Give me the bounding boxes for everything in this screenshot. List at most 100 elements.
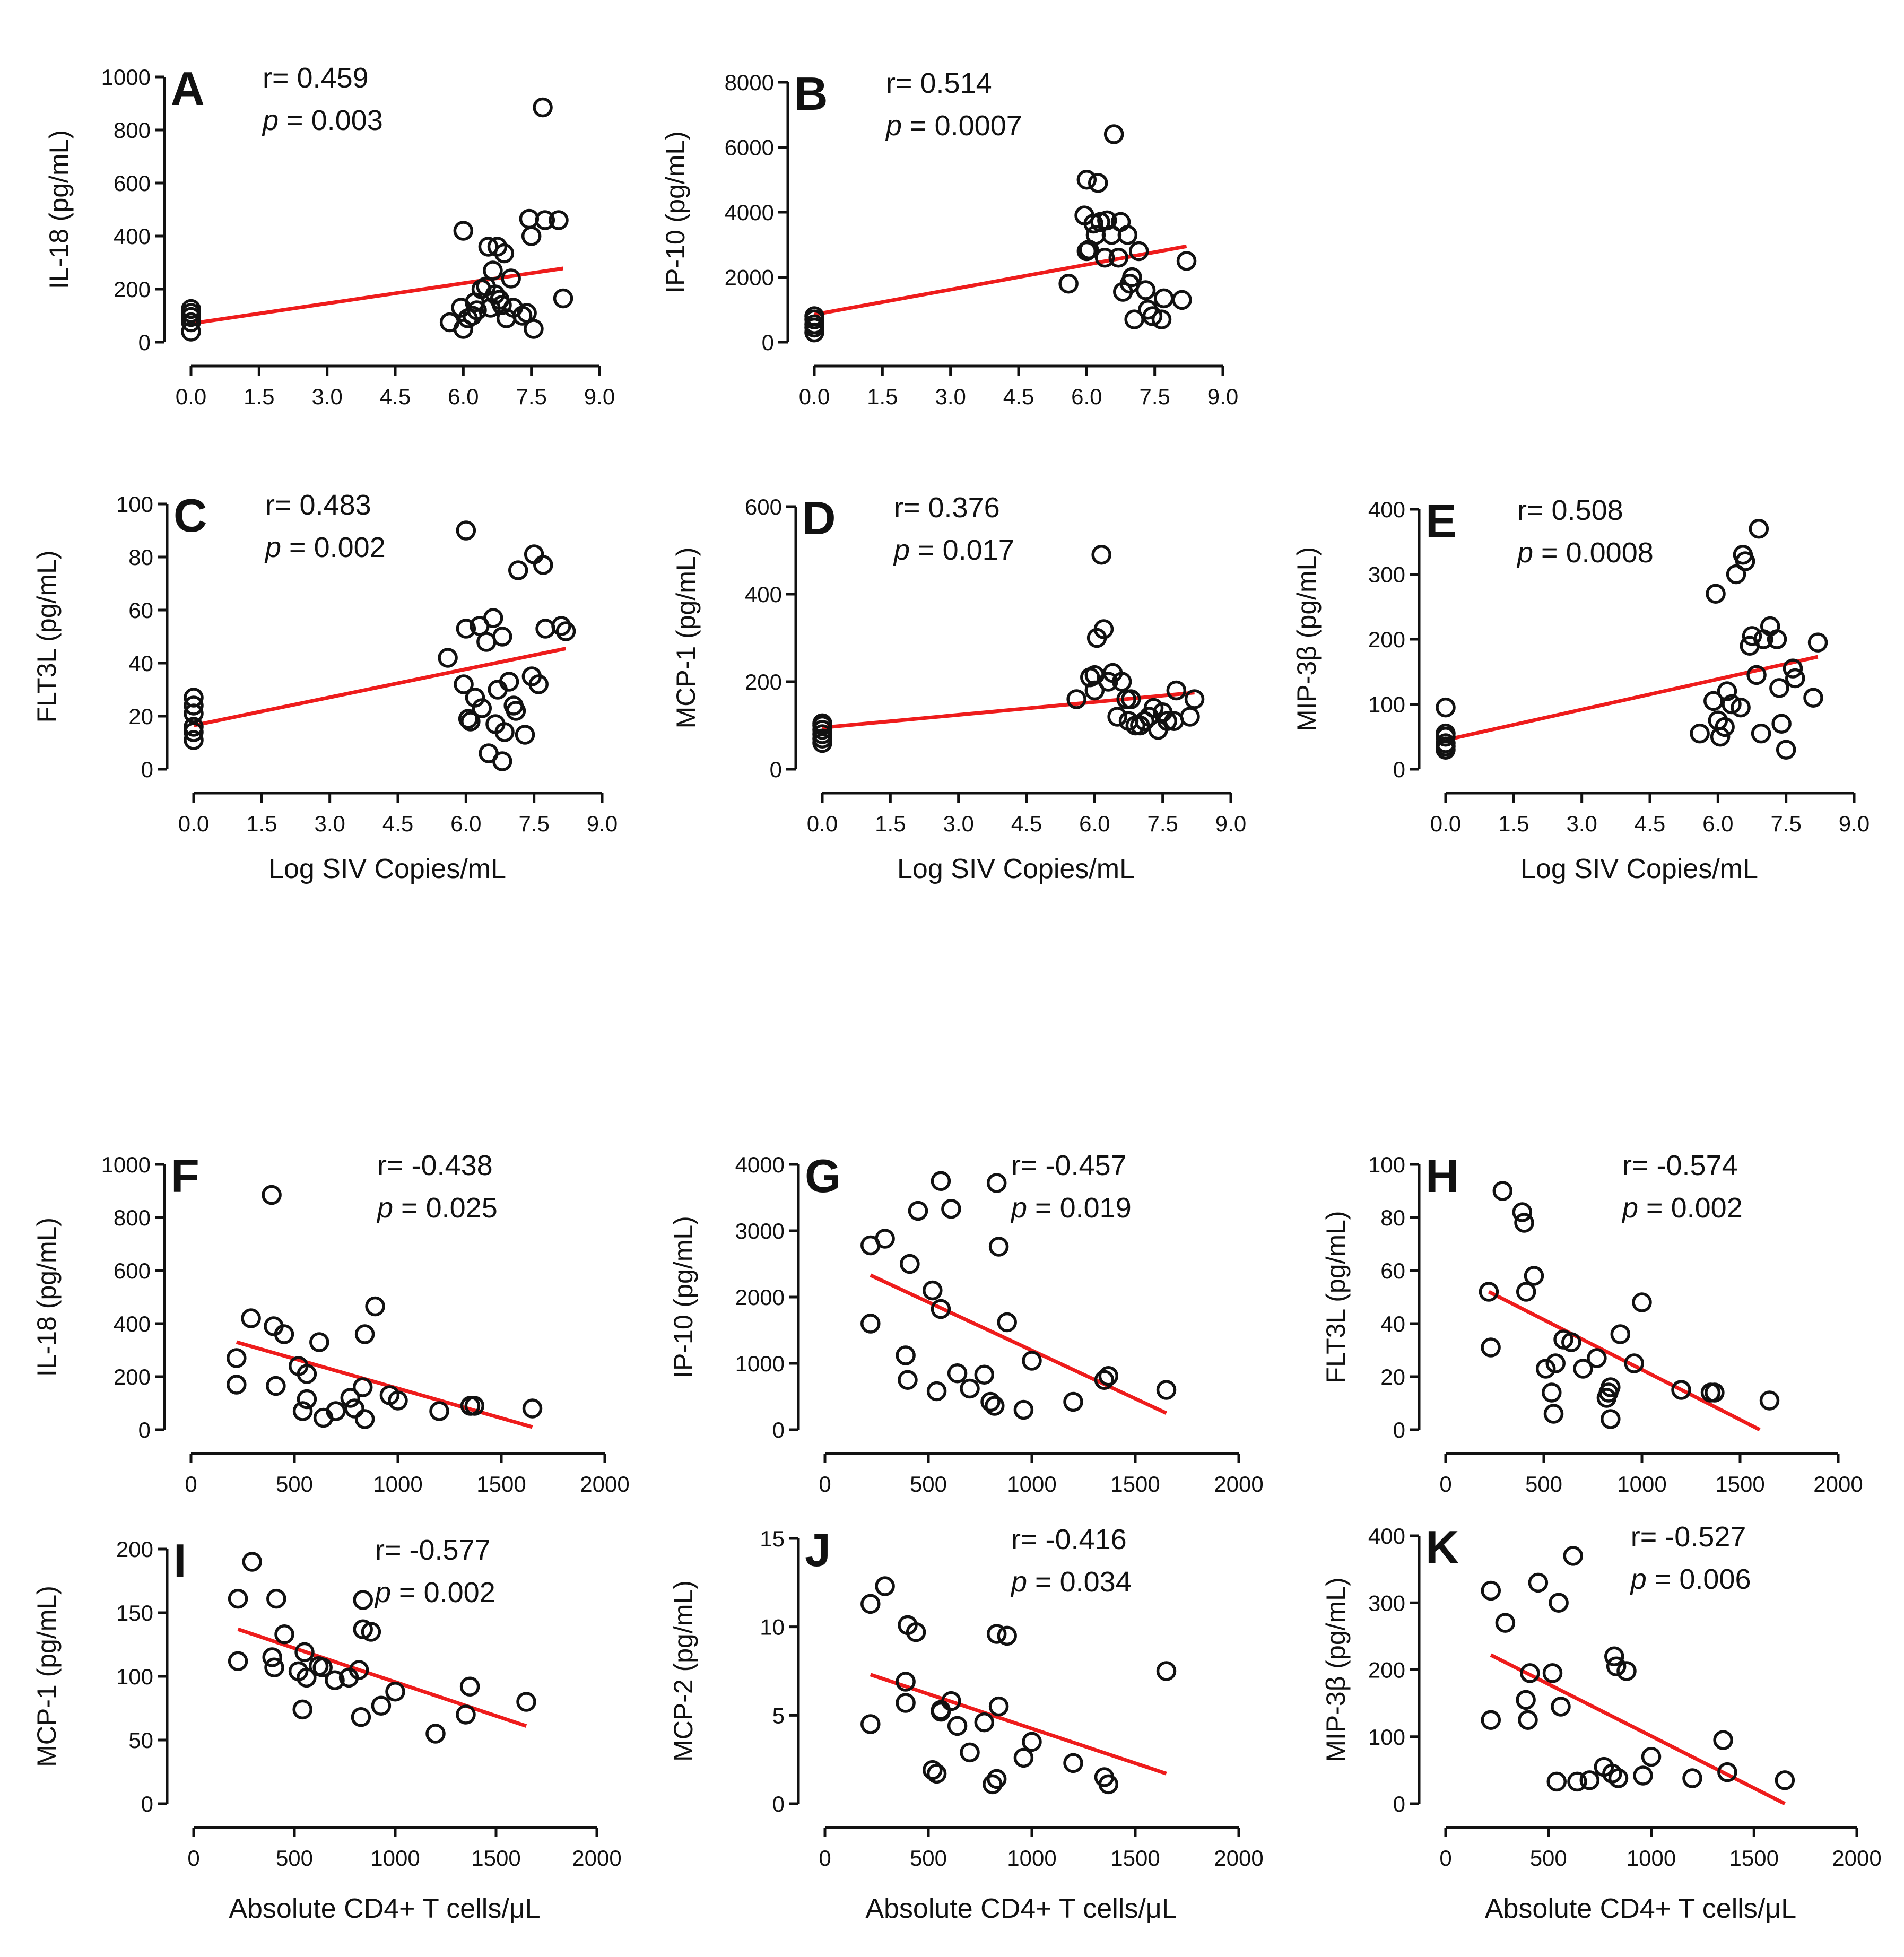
panel-letter: A	[171, 62, 205, 115]
y-axis-title: MIP-3β (pg/mL)	[1292, 547, 1322, 732]
y-tick-label: 400	[1368, 1524, 1405, 1549]
data-point	[1479, 1282, 1499, 1302]
y-tick-label: 100	[116, 1664, 153, 1689]
data-point	[1151, 309, 1172, 329]
data-point	[492, 627, 512, 647]
x-tick-label: 0.0	[799, 384, 830, 409]
stat-p-value: = 0.002	[1638, 1192, 1743, 1224]
data-point	[804, 306, 824, 326]
data-point	[1545, 1353, 1566, 1373]
stat-p-value: = 0.0008	[1533, 537, 1654, 569]
data-point	[1492, 1181, 1513, 1201]
stat-p-symbol: p	[893, 534, 910, 566]
regression-line	[1490, 1653, 1786, 1806]
x-tick-label: 500	[276, 1472, 313, 1497]
stat-p-symbol: p	[1516, 537, 1533, 569]
data-point	[459, 1676, 480, 1697]
data-point	[1542, 1382, 1562, 1403]
data-point	[349, 1660, 369, 1680]
data-point	[266, 1588, 286, 1609]
x-tick-label: 2000	[1214, 1846, 1263, 1871]
data-point	[184, 717, 204, 737]
y-tick-label: 200	[114, 277, 151, 302]
data-point	[896, 1672, 916, 1692]
data-point	[960, 1742, 980, 1763]
data-point	[354, 1409, 375, 1429]
data-point	[312, 1657, 333, 1677]
data-point	[1128, 241, 1149, 262]
x-tick-label: 6.0	[1079, 811, 1110, 836]
y-tick-label: 400	[114, 224, 151, 249]
data-point	[1436, 723, 1456, 744]
stat-p-value: = 0.019	[1027, 1192, 1132, 1224]
data-point	[1608, 1768, 1629, 1788]
data-point	[812, 713, 832, 734]
data-point	[1567, 1771, 1587, 1792]
y-tick-label: 60	[128, 598, 153, 623]
x-tick-label: 1.5	[244, 384, 274, 409]
regression-line	[814, 244, 1187, 317]
data-point	[1690, 723, 1710, 744]
panel-letter: I	[173, 1534, 186, 1587]
data-point	[1735, 551, 1755, 571]
data-point	[941, 1691, 961, 1711]
data-point	[1134, 711, 1155, 731]
data-point	[1807, 632, 1828, 653]
data-point	[241, 1308, 261, 1328]
data-point	[1713, 1730, 1733, 1750]
data-point	[1063, 1391, 1083, 1412]
x-tick-label: 1500	[1715, 1472, 1764, 1497]
x-tick-label: 9.0	[584, 384, 615, 409]
stat-p-symbol: p	[1010, 1566, 1027, 1598]
y-tick-label: 0	[138, 1417, 151, 1442]
data-point	[1184, 689, 1205, 709]
data-point	[1769, 678, 1789, 698]
y-tick-label: 300	[1368, 562, 1405, 587]
data-point	[1094, 248, 1115, 268]
x-tick-label: 2000	[1813, 1472, 1863, 1497]
data-point	[1084, 680, 1105, 701]
data-point	[524, 319, 544, 339]
data-point	[1514, 1213, 1534, 1233]
data-point	[947, 1363, 968, 1384]
x-tick-label: 1000	[373, 1472, 422, 1497]
data-point	[483, 260, 503, 281]
data-point	[931, 1701, 951, 1722]
data-point	[1121, 689, 1141, 709]
data-point	[1093, 619, 1114, 639]
stat-r: r= -0.527	[1631, 1521, 1746, 1553]
stat-p-symbol: p	[376, 1192, 393, 1224]
data-point	[906, 1622, 926, 1642]
x-tick-label: 1.5	[1498, 811, 1529, 836]
y-tick-label: 100	[116, 492, 153, 517]
panel-letter: H	[1425, 1150, 1459, 1202]
data-point	[1058, 274, 1079, 294]
data-point	[1157, 711, 1177, 731]
y-tick-label: 800	[114, 1205, 151, 1230]
y-axis-title: IL-18 (pg/mL)	[32, 1217, 62, 1377]
data-point	[227, 1348, 247, 1368]
data-point	[515, 725, 535, 745]
x-tick-label: 0.0	[176, 384, 206, 409]
x-tick-label: 1500	[476, 1472, 526, 1497]
panel-letter: E	[1425, 494, 1457, 547]
x-tick-label: 7.5	[1770, 811, 1801, 836]
data-point	[309, 1332, 329, 1352]
data-point	[1746, 665, 1767, 685]
data-point	[181, 321, 201, 342]
stat-p: p = 0.0008	[1516, 537, 1654, 569]
data-point	[941, 1199, 961, 1219]
data-point	[242, 1552, 262, 1572]
data-point	[297, 1389, 317, 1410]
data-point	[508, 560, 528, 580]
x-tick-label: 500	[910, 1472, 947, 1497]
x-tick-label: 1.5	[867, 384, 898, 409]
y-tick-label: 200	[1368, 1658, 1405, 1683]
x-tick-label: 7.5	[1139, 384, 1170, 409]
data-point	[1022, 1351, 1042, 1371]
data-point	[1767, 629, 1787, 649]
regression-line	[193, 647, 567, 727]
y-axis-title: IP-10 (pg/mL)	[668, 1216, 698, 1378]
x-tick-label: 9.0	[1215, 811, 1246, 836]
stat-r: r= -0.416	[1011, 1524, 1127, 1555]
